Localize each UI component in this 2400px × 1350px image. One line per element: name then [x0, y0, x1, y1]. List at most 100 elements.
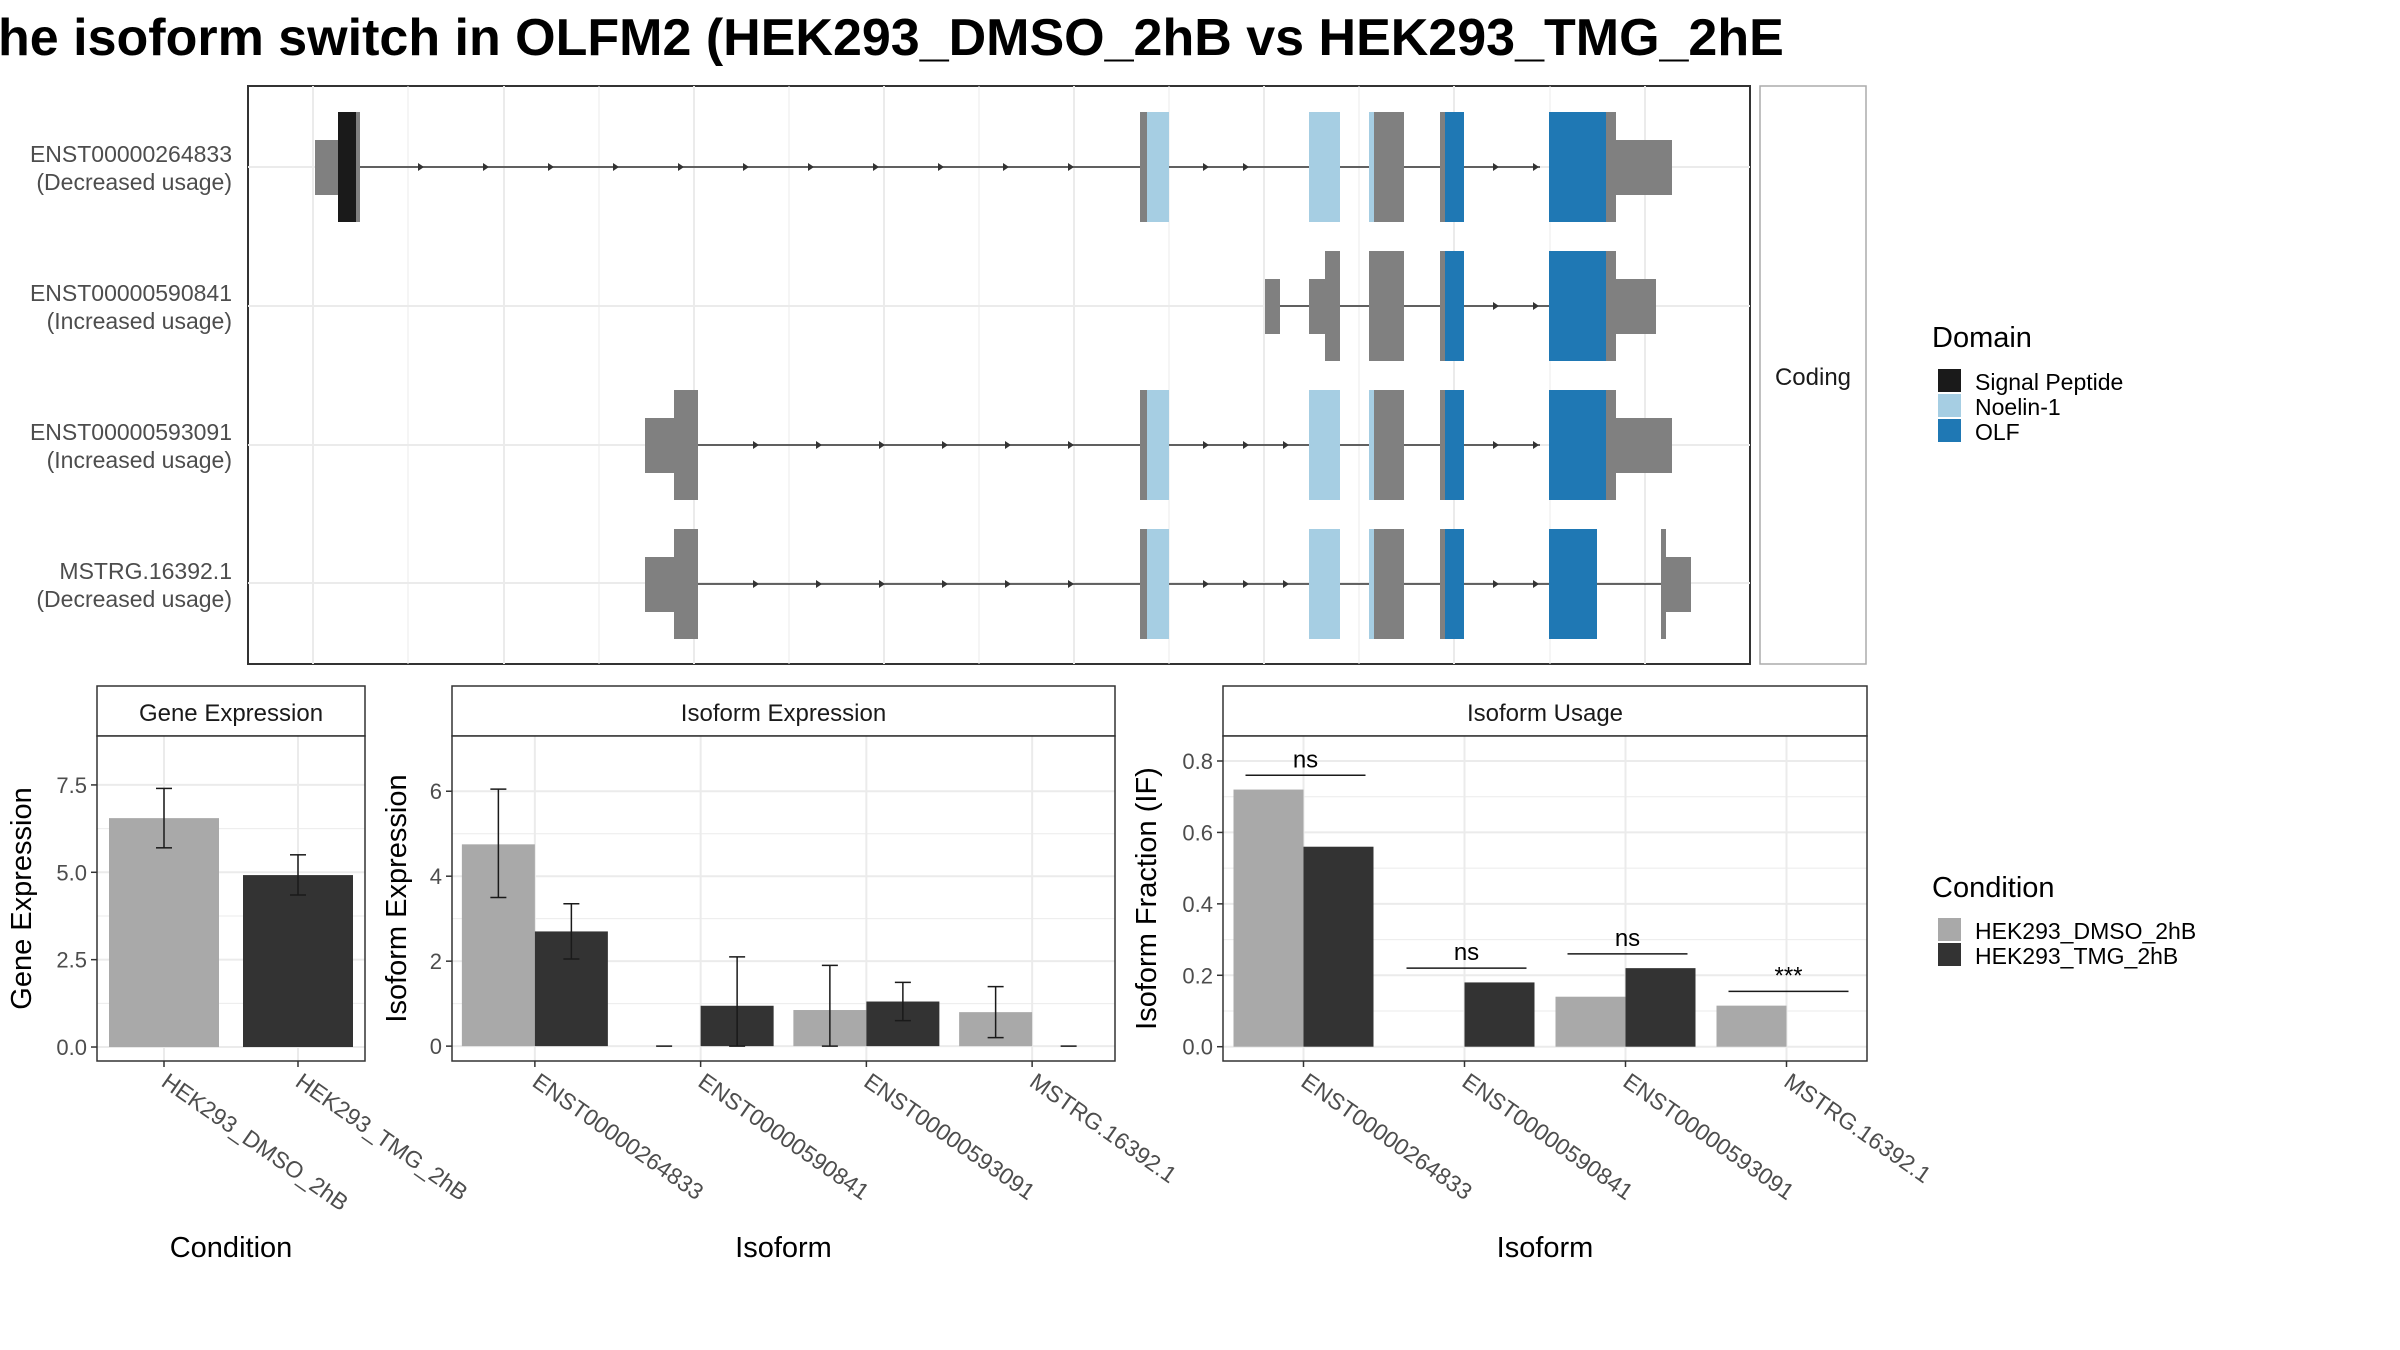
y-tick-label: 0.0: [56, 1035, 87, 1060]
olf-domain: [1445, 251, 1464, 361]
y-axis-title: Isoform Fraction (IF): [1131, 767, 1163, 1030]
figure-title: he isoform switch in OLFM2 (HEK293_DMSO_…: [0, 9, 1784, 67]
domain-legend-title: Domain: [1932, 322, 2032, 354]
olf-domain: [1549, 251, 1606, 361]
cds-exon: [1140, 112, 1147, 222]
legend-label-signal-peptide: Signal Peptide: [1975, 369, 2123, 395]
panel-strip-label: Isoform Expression: [681, 700, 886, 727]
noelin-domain: [1309, 529, 1340, 639]
olf-domain: [1445, 112, 1464, 222]
panel-strip-label: Isoform Usage: [1467, 700, 1623, 727]
cds-exon: [1374, 112, 1404, 222]
utr-exon: [645, 557, 674, 612]
intron-arrows: [1493, 302, 1539, 310]
x-tick-label: ENST00000264833: [528, 1068, 708, 1205]
transcript-label-id: MSTRG.16392.1: [59, 558, 232, 584]
transcript-MSTRG.16392.1: [645, 529, 1691, 639]
panel-strip: [96, 685, 366, 737]
y-tick-label: 6: [430, 779, 442, 804]
utr-exon: [315, 140, 340, 195]
x-axis-title: Isoform: [1497, 1232, 1594, 1264]
cds-exon: [1606, 112, 1616, 222]
utr-exon: [1616, 418, 1672, 473]
cds-exon: [1374, 390, 1404, 500]
isoform-usage-panel: Isoform Usage ns ns ns *** 0.0 0.2 0.4 0.6 0.8 ENS…: [1131, 685, 1936, 1264]
cds-exon: [1140, 529, 1147, 639]
x-axis-title: Condition: [170, 1232, 293, 1264]
significance-label: ns: [1615, 925, 1640, 952]
significance-label: ***: [1774, 962, 1802, 989]
y-axis-title: Isoform Expression: [381, 774, 413, 1022]
panel-border: [96, 735, 366, 1062]
noelin-domain: [1147, 112, 1169, 222]
transcript-ENST00000593091: [645, 390, 1672, 500]
condition-legend-title: Condition: [1932, 872, 2055, 904]
cds-exon: [1440, 529, 1445, 639]
y-tick-label: 5.0: [56, 860, 87, 885]
panel-strip: [1222, 685, 1868, 737]
cds-exon: [674, 390, 698, 500]
panel-border: [451, 735, 1116, 1062]
significance-label: ns: [1454, 939, 1479, 966]
y-tick-label: 0.4: [1182, 892, 1213, 917]
olf-domain: [1549, 390, 1606, 500]
legend-key-signal-peptide: [1938, 369, 1961, 392]
transcript-label-id: ENST00000264833: [30, 141, 232, 167]
bar: [1303, 846, 1374, 1047]
signal-peptide-domain: [338, 112, 356, 222]
significance-label: ns: [1293, 746, 1318, 773]
legend-label-tmg: HEK293_TMG_2hB: [1975, 943, 2178, 969]
utr-exon: [1666, 557, 1691, 612]
olf-domain: [1549, 529, 1597, 639]
transcript-ENST00000590841: [1265, 251, 1656, 361]
transcript-label-note: (Decreased usage): [36, 586, 232, 612]
cds-exon: [1606, 251, 1616, 361]
bar: [1233, 789, 1304, 1047]
olf-domain: [1445, 390, 1464, 500]
bar: [243, 875, 353, 1048]
x-tick-label: MSTRG.16392.1: [1780, 1068, 1936, 1188]
x-tick-label: MSTRG.16392.1: [1025, 1068, 1181, 1188]
legend-key-tmg: [1938, 943, 1961, 966]
cds-exon: [1440, 112, 1445, 222]
cds-exon: [1374, 529, 1404, 639]
y-tick-label: 7.5: [56, 773, 87, 798]
cds-exon: [1440, 390, 1445, 500]
noelin-domain: [1369, 390, 1374, 500]
panel-border: [1222, 735, 1868, 1062]
legend-key-olf: [1938, 419, 1961, 442]
noelin-domain: [1147, 390, 1169, 500]
cds-exon: [356, 112, 360, 222]
olf-domain: [1445, 529, 1464, 639]
legend-key-dmso: [1938, 918, 1961, 941]
intron-arrows: [418, 163, 1539, 171]
coding-facet-strip: [1759, 85, 1867, 665]
gene-expression-panel: Gene Expression0.02.55.07.5HEK293_DMSO_2…: [6, 685, 473, 1264]
y-tick-label: 2.5: [56, 948, 87, 973]
cds-exon: [1325, 251, 1340, 361]
intron-arrows: [753, 441, 1539, 449]
bar: [1625, 968, 1696, 1047]
utr-exon: [1616, 279, 1656, 334]
x-tick-label: ENST00000590841: [1458, 1068, 1638, 1205]
cds-exon: [1369, 251, 1404, 361]
y-tick-label: 0.8: [1182, 749, 1213, 774]
utr-exon: [1309, 279, 1325, 334]
domain-legend: Domain Signal Peptide Noelin-1 OLF: [1932, 322, 2123, 445]
noelin-domain: [1147, 529, 1169, 639]
coding-facet-label: Coding: [1775, 364, 1851, 391]
utr-exon: [1265, 279, 1280, 334]
transcript-ENST00000264833: [315, 112, 1672, 222]
y-tick-label: 0.2: [1182, 963, 1213, 988]
transcript-label-id: ENST00000590841: [30, 280, 232, 306]
bar: [1555, 996, 1626, 1047]
cds-exon: [674, 529, 698, 639]
utr-exon: [1616, 140, 1672, 195]
bar: [1716, 1005, 1787, 1047]
structure-panel-border: [247, 85, 1751, 665]
legend-key-noelin: [1938, 394, 1961, 417]
y-axis-title: Gene Expression: [6, 787, 38, 1009]
transcript-labels: ENST00000264833 (Decreased usage) ENST00…: [30, 141, 232, 612]
utr-exon: [645, 418, 674, 473]
y-tick-label: 4: [430, 864, 442, 889]
